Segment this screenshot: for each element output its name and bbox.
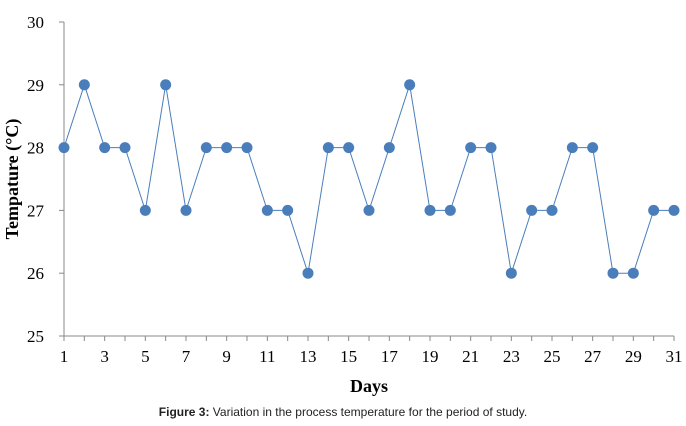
data-point-day-14 <box>322 142 334 154</box>
data-point-day-23 <box>505 267 517 279</box>
data-point-day-28 <box>607 267 619 279</box>
x-tick-label: 7 <box>182 347 191 366</box>
data-point-day-22 <box>485 142 497 154</box>
x-axis-ticks: 1 3 5 7 9 11 13 15 17 19 21 23 25 27 29 31 <box>60 336 683 366</box>
data-point-day-16 <box>363 204 375 216</box>
data-point-day-8 <box>200 142 212 154</box>
data-point-day-12 <box>282 204 294 216</box>
x-tick-label: 25 <box>544 347 561 366</box>
data-point-day-21 <box>465 142 477 154</box>
x-tick-label: 11 <box>259 347 275 366</box>
data-point-day-9 <box>221 142 233 154</box>
data-point-day-25 <box>546 204 558 216</box>
x-tick-label: 1 <box>60 347 69 366</box>
figure-caption-text: Variation in the process temperature for… <box>209 405 528 419</box>
data-point-day-7 <box>180 204 192 216</box>
data-point-day-10 <box>241 142 253 154</box>
y-tick-label: 27 <box>27 201 45 220</box>
y-tick-label: 29 <box>27 76 44 95</box>
x-tick-label: 17 <box>381 347 399 366</box>
data-point-day-19 <box>424 204 436 216</box>
data-point-day-26 <box>566 142 578 154</box>
x-tick-label: 31 <box>666 347 683 366</box>
x-tick-label: 29 <box>625 347 642 366</box>
data-point-day-15 <box>343 142 355 154</box>
y-axis-ticks: 25 26 27 28 29 30 <box>27 13 64 346</box>
data-point-day-20 <box>444 204 456 216</box>
data-point-day-1 <box>58 142 70 154</box>
data-point-day-24 <box>526 204 538 216</box>
data-point-day-18 <box>404 79 416 91</box>
data-point-day-3 <box>99 142 111 154</box>
x-tick-label: 3 <box>100 347 109 366</box>
x-axis-title: Days <box>350 376 388 396</box>
x-tick-label: 15 <box>340 347 357 366</box>
y-tick-label: 30 <box>27 13 44 32</box>
x-tick-label: 19 <box>422 347 439 366</box>
data-point-day-6 <box>160 79 172 91</box>
x-tick-label: 13 <box>300 347 317 366</box>
y-tick-label: 28 <box>27 139 44 158</box>
series-line <box>63 83 674 274</box>
data-point-day-13 <box>302 267 314 279</box>
x-tick-label: 5 <box>141 347 150 366</box>
y-axis-title: Tempature (°C) <box>2 119 23 240</box>
data-point-day-11 <box>261 204 273 216</box>
data-point-day-4 <box>119 142 131 154</box>
data-point-day-2 <box>78 79 90 91</box>
data-point-day-30 <box>648 204 660 216</box>
y-tick-label: 26 <box>27 264 44 283</box>
data-point-day-31 <box>668 204 680 216</box>
x-tick-label: 9 <box>222 347 231 366</box>
data-point-day-29 <box>627 267 639 279</box>
data-point-day-17 <box>383 142 395 154</box>
y-tick-label: 25 <box>27 327 44 346</box>
x-tick-label: 21 <box>462 347 479 366</box>
x-tick-label: 27 <box>584 347 602 366</box>
figure-caption: Figure 3: Variation in the process tempe… <box>0 405 686 419</box>
x-tick-label: 23 <box>503 347 520 366</box>
data-point-day-5 <box>139 204 151 216</box>
series-layer <box>58 79 680 279</box>
figure-caption-label: Figure 3: <box>158 405 210 419</box>
data-point-day-27 <box>587 142 599 154</box>
